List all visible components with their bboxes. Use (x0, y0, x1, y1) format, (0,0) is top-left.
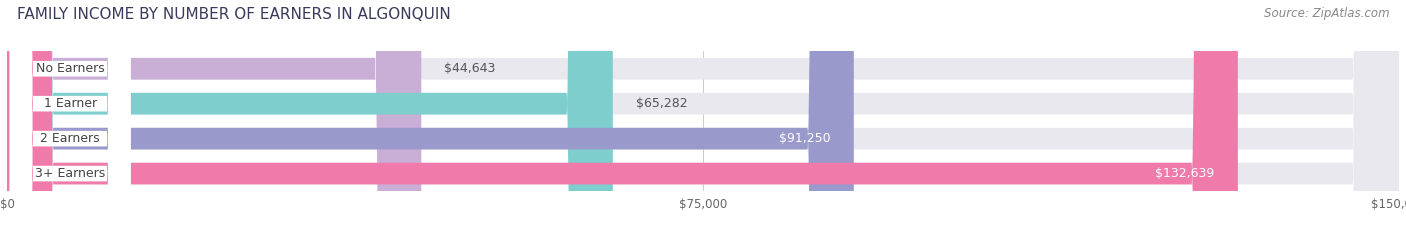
FancyBboxPatch shape (7, 0, 1399, 233)
Text: Source: ZipAtlas.com: Source: ZipAtlas.com (1264, 7, 1389, 20)
FancyBboxPatch shape (7, 0, 853, 233)
FancyBboxPatch shape (10, 0, 131, 233)
Text: $44,643: $44,643 (444, 62, 496, 75)
Text: $91,250: $91,250 (779, 132, 831, 145)
Text: No Earners: No Earners (35, 62, 104, 75)
Text: 3+ Earners: 3+ Earners (35, 167, 105, 180)
FancyBboxPatch shape (10, 0, 131, 233)
Text: FAMILY INCOME BY NUMBER OF EARNERS IN ALGONQUIN: FAMILY INCOME BY NUMBER OF EARNERS IN AL… (17, 7, 450, 22)
FancyBboxPatch shape (7, 0, 1237, 233)
FancyBboxPatch shape (10, 0, 131, 233)
FancyBboxPatch shape (7, 0, 613, 233)
Text: 1 Earner: 1 Earner (44, 97, 97, 110)
FancyBboxPatch shape (7, 0, 1399, 233)
Text: $132,639: $132,639 (1156, 167, 1215, 180)
FancyBboxPatch shape (7, 0, 1399, 233)
Text: $65,282: $65,282 (636, 97, 688, 110)
FancyBboxPatch shape (7, 0, 422, 233)
Text: 2 Earners: 2 Earners (41, 132, 100, 145)
FancyBboxPatch shape (7, 0, 1399, 233)
FancyBboxPatch shape (10, 0, 131, 233)
